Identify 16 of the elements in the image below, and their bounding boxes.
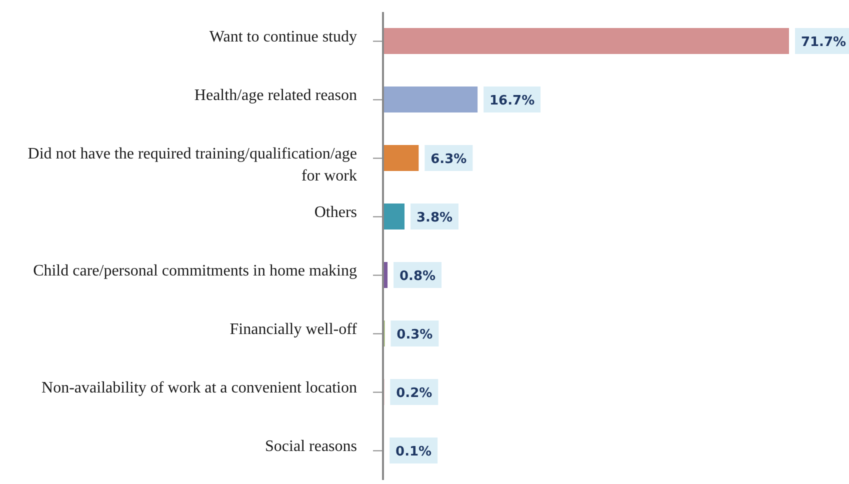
data-label: 0.2%: [396, 386, 432, 401]
data-label: 0.8%: [400, 269, 436, 284]
y-tick-label: Social reasons: [265, 438, 357, 455]
y-tick-label: Child care/personal commitments in home making: [33, 262, 357, 280]
data-label: 16.7%: [490, 94, 535, 108]
data-label: 71.7%: [800, 35, 846, 50]
data-label: 6.3%: [430, 152, 467, 167]
y-tick-label: Want to continue study: [209, 28, 357, 46]
y-tick-label: Health/age related reason: [194, 86, 357, 104]
y-tick-label: Others: [314, 204, 357, 221]
data-label: 0.1%: [396, 444, 432, 460]
y-tick-label: Did not have the required training/qualification/age for work: [28, 145, 357, 184]
y-tick-label: Financially well-off: [230, 320, 358, 338]
y-tick-label: Non-availability of work at a convenient location: [42, 379, 357, 396]
data-label: 0.3%: [396, 328, 433, 342]
data-label: 3.8%: [416, 210, 453, 226]
